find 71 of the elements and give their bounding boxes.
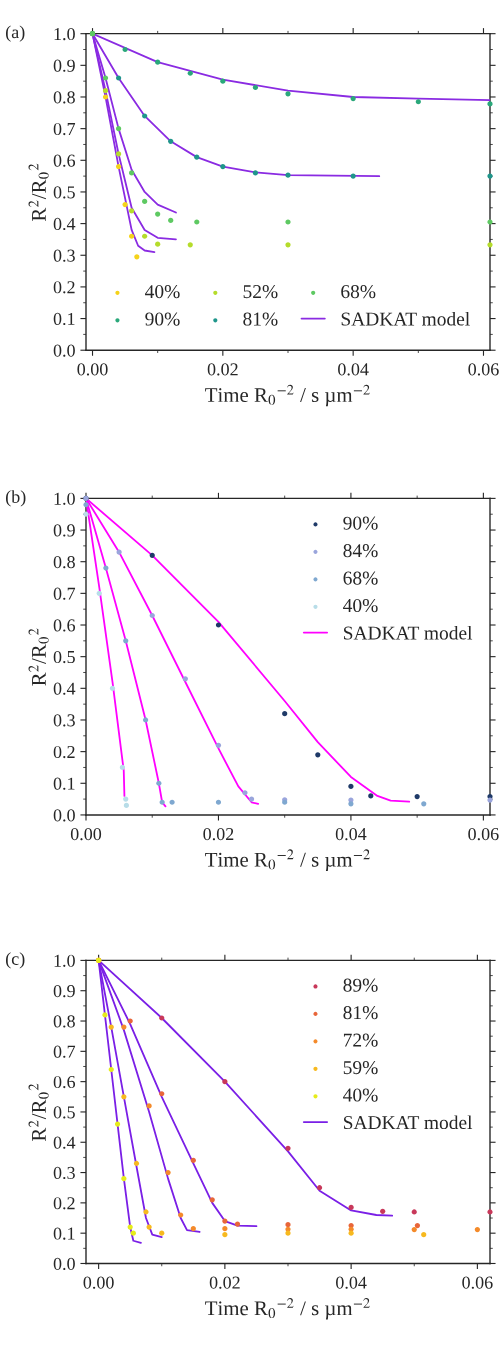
y-tick-label: 1.0 — [54, 27, 75, 41]
y-tick-label: 0.6 — [53, 619, 76, 632]
legend-label: SADKAT model — [343, 1115, 473, 1130]
legend-label: 40% — [343, 1088, 378, 1102]
y-tick-label: 0.6 — [53, 1075, 76, 1089]
y-tick-label: 0.8 — [53, 1015, 75, 1028]
y-tick-label: 0.5 — [53, 1106, 75, 1119]
legend-label: 81% — [243, 312, 278, 326]
x-tick-label: 0.04 — [338, 363, 369, 376]
y-tick-label: 0.7 — [53, 587, 76, 600]
x-tick-label: 0.00 — [83, 1276, 114, 1289]
y-tick-label: 0.2 — [53, 1197, 75, 1210]
x-tick-label: 0.06 — [468, 363, 499, 376]
legend-label: 52% — [243, 285, 278, 299]
y-tick-label: 0.7 — [53, 1045, 76, 1058]
x-tick-label: 0.02 — [203, 827, 234, 841]
y-axis-title: R$^{2}$/R$_{0}$$^{2}$ — [28, 163, 49, 222]
y-tick-label: 1.0 — [54, 954, 75, 967]
y-axis-title: R$^{2}$/R$_{0}$$^{2}$ — [28, 628, 49, 686]
y-tick-label: 0.5 — [53, 186, 75, 199]
x-tick-label: 0.06 — [468, 827, 499, 841]
y-tick-label: 0.0 — [53, 1257, 75, 1271]
x-tick-label: 0.04 — [335, 827, 367, 841]
y-tick-label: 0.3 — [53, 1166, 75, 1180]
y-tick-label: 0.2 — [53, 745, 75, 759]
y-tick-label: 0.6 — [53, 154, 76, 167]
y-tick-label: 0.1 — [53, 777, 75, 790]
legend-label: 89% — [343, 978, 378, 992]
chart-title: (b) — [5, 490, 26, 507]
y-tick-label: 0.4 — [53, 682, 76, 695]
y-tick-label: 0.9 — [53, 524, 75, 537]
y-tick-label: 0.7 — [53, 122, 76, 136]
y-tick-label: 0.0 — [53, 809, 75, 822]
chart-title: (a) — [5, 25, 25, 42]
y-tick-label: 1.0 — [54, 492, 75, 505]
legend-label: 90% — [343, 516, 378, 530]
legend-label: 90% — [145, 312, 180, 326]
legend-label: 84% — [343, 544, 378, 558]
y-tick-label: 0.9 — [53, 984, 75, 998]
legend-label: 40% — [343, 598, 378, 613]
y-tick-label: 0.2 — [53, 281, 75, 294]
x-axis-title: Time R$_{0}$$^{−2}$ / s µm$^{−2}$ — [205, 384, 370, 407]
y-tick-label: 0.4 — [53, 1136, 76, 1149]
y-tick-label: 0.3 — [53, 714, 75, 727]
y-tick-label: 0.0 — [53, 344, 75, 357]
legend-label: SADKAT model — [341, 311, 470, 326]
y-tick-label: 0.5 — [53, 650, 75, 664]
x-axis-title: Time R$_{0}$$^{−2}$ / s µm$^{−2}$ — [205, 849, 370, 872]
x-tick-label: 0.06 — [462, 1276, 493, 1289]
x-tick-label: 0.02 — [209, 1276, 240, 1289]
y-tick-label: 0.4 — [53, 217, 76, 231]
y-tick-label: 0.8 — [53, 91, 75, 104]
y-axis-title: R$^{2}$/R$_{0}$$^{2}$ — [28, 1083, 49, 1142]
legend-label: 68% — [343, 571, 378, 585]
chart-title: (c) — [5, 952, 25, 969]
x-axis-title: Time R$_{0}$$^{−2}$ / s µm$^{−2}$ — [205, 1297, 370, 1320]
legend-label: 68% — [341, 285, 376, 299]
x-tick-label: 0.00 — [70, 827, 102, 841]
legend-label: 40% — [145, 285, 180, 299]
y-tick-label: 0.1 — [53, 312, 75, 326]
legend-label: 72% — [343, 1033, 378, 1047]
legend-label: 59% — [343, 1061, 378, 1075]
y-tick-label: 0.8 — [53, 555, 75, 569]
legend-label: 81% — [343, 1006, 378, 1020]
x-tick-label: 0.02 — [207, 363, 238, 376]
y-tick-label: 0.3 — [53, 249, 75, 262]
x-tick-label: 0.04 — [336, 1276, 367, 1289]
y-tick-label: 0.1 — [53, 1227, 75, 1240]
x-tick-label: 0.00 — [77, 363, 108, 376]
legend-label: SADKAT model — [343, 625, 473, 640]
y-tick-label: 0.9 — [53, 59, 75, 72]
